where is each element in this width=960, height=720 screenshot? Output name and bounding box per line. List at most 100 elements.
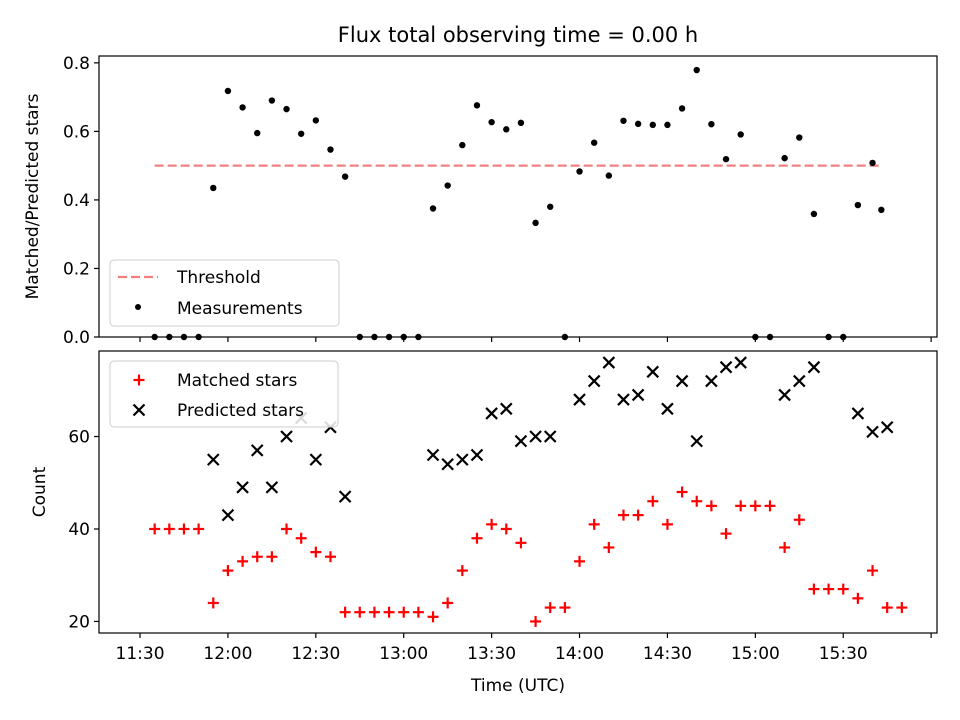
data-point <box>412 606 424 618</box>
marker-d2 <box>280 430 293 443</box>
data-point <box>265 481 279 494</box>
data-point <box>779 541 791 553</box>
data-point <box>573 393 586 406</box>
data-point <box>807 360 821 374</box>
marker-d2 <box>236 481 249 494</box>
data-point <box>473 102 481 109</box>
data-point <box>632 509 644 521</box>
data-point <box>338 490 352 503</box>
data-point <box>675 374 689 388</box>
data-point <box>734 356 747 369</box>
marker-d2 <box>617 393 630 406</box>
marker-d2 <box>485 407 498 420</box>
marker-d2 <box>500 402 513 416</box>
marker-d2 <box>690 434 704 448</box>
data-point <box>529 430 542 443</box>
marker-d2 <box>309 453 323 466</box>
data-point <box>280 430 293 443</box>
data-point <box>588 518 600 530</box>
data-point <box>793 514 805 526</box>
legend-measurements-label: Measurements <box>177 299 303 319</box>
data-point <box>664 121 671 129</box>
marker-d2 <box>661 402 674 416</box>
data-point <box>222 565 234 577</box>
data-point <box>206 453 220 466</box>
data-point <box>543 430 557 443</box>
data-point <box>661 518 673 530</box>
data-point <box>500 523 512 535</box>
x-tick-label: 15:00 <box>731 644 780 664</box>
data-point <box>426 448 440 462</box>
y-axis-label: Count <box>30 466 50 517</box>
data-point <box>383 606 395 618</box>
marker-d2 <box>338 490 352 503</box>
data-point <box>444 182 451 189</box>
data-point <box>193 523 205 535</box>
data-point <box>634 120 642 128</box>
data-point <box>852 592 864 604</box>
y-tick-label: 0.8 <box>63 54 90 74</box>
marker-d2 <box>866 425 879 439</box>
data-point <box>207 597 219 609</box>
marker-d2 <box>602 356 616 369</box>
y-tick-label: 20 <box>68 612 90 632</box>
data-point <box>224 87 232 95</box>
marker-d2 <box>778 388 791 402</box>
data-point <box>500 402 513 416</box>
x-axis-label: Time (UTC) <box>470 676 565 696</box>
marker-d2 <box>631 388 645 402</box>
data-point <box>471 532 483 544</box>
data-point <box>620 117 627 124</box>
data-point <box>310 546 322 558</box>
data-point <box>398 606 410 618</box>
data-point <box>735 500 747 512</box>
legend-box <box>109 360 339 428</box>
y-tick-label: 0.0 <box>63 328 90 348</box>
data-point <box>576 168 583 175</box>
data-point <box>690 434 704 448</box>
data-point <box>810 210 818 218</box>
data-point <box>239 104 246 111</box>
data-point <box>456 453 469 466</box>
data-point <box>587 374 601 388</box>
data-point <box>503 126 510 133</box>
marker-d2 <box>514 434 528 448</box>
data-point <box>778 388 791 402</box>
data-point <box>530 615 542 627</box>
data-point <box>705 500 717 512</box>
data-point <box>661 402 674 416</box>
data-point <box>339 606 351 618</box>
series-matched-stars <box>149 486 908 627</box>
data-point <box>869 159 876 167</box>
data-point <box>705 374 718 388</box>
data-point <box>327 146 334 153</box>
data-point <box>297 130 305 137</box>
data-point <box>691 495 703 507</box>
data-point <box>485 407 498 420</box>
marker-d2 <box>793 374 806 388</box>
y-tick-label: 0.2 <box>63 259 90 279</box>
data-point <box>429 205 437 212</box>
data-point <box>647 495 659 507</box>
marker-d2 <box>587 374 601 388</box>
data-point <box>617 509 629 521</box>
marker-d2 <box>851 407 865 420</box>
chart-title: Flux total observing time = 0.00 h <box>338 23 698 47</box>
data-point <box>678 105 686 112</box>
data-point <box>896 602 908 614</box>
data-point <box>427 611 439 623</box>
data-point <box>283 105 290 113</box>
data-point <box>693 66 700 74</box>
marker-d2 <box>250 444 264 457</box>
marker-d2 <box>441 457 454 471</box>
data-point <box>720 528 732 540</box>
legend-box <box>109 259 340 327</box>
data-point <box>649 121 656 129</box>
data-point <box>459 141 466 149</box>
data-point <box>793 374 806 388</box>
data-point <box>488 118 495 126</box>
marker-d2 <box>573 393 586 406</box>
y-tick-label: 0.6 <box>63 122 90 142</box>
x-tick-label: 12:30 <box>291 644 340 664</box>
data-point <box>866 425 879 439</box>
